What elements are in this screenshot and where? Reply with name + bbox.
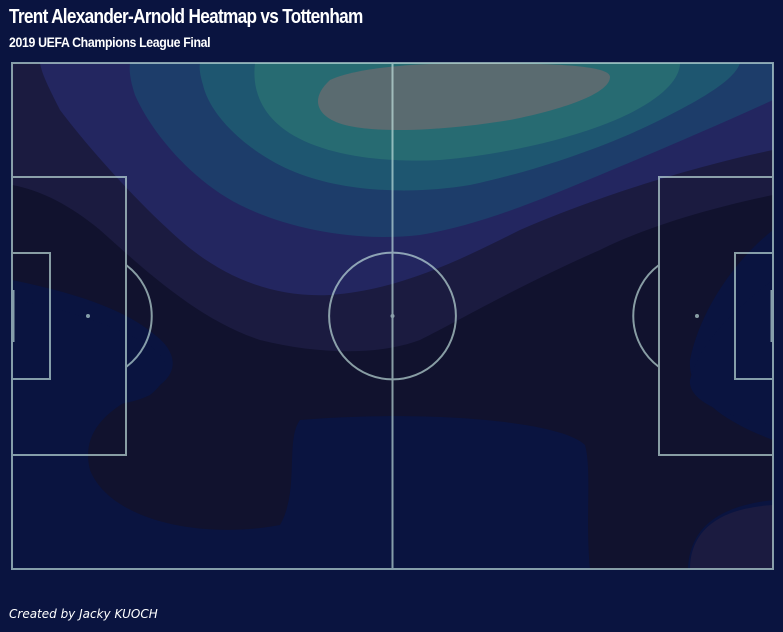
chart-title: Trent Alexander-Arnold Heatmap vs Totten… (9, 6, 363, 28)
chart-subtitle: 2019 UEFA Champions League Final (9, 34, 211, 50)
centre-spot (390, 314, 395, 318)
density-pocket-right (689, 280, 773, 425)
pitch-markings (11, 62, 774, 570)
density-level-7 (318, 63, 610, 131)
right-penalty-arc (632, 264, 660, 368)
centre-circle (328, 251, 457, 381)
left-penalty-arc (125, 264, 153, 368)
right-penalty-spot (695, 314, 699, 318)
credit-text: Created by Jacky KUOCH (9, 607, 158, 621)
left-penalty-spot (86, 314, 90, 318)
density-blob-bottom-right (690, 505, 773, 569)
